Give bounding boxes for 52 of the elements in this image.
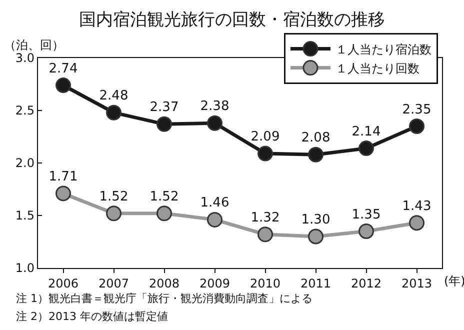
- x-axis-title: (年): [444, 274, 464, 288]
- chart-title: 国内宿泊観光旅行の回数・宿泊数の推移: [79, 10, 385, 30]
- point: [308, 146, 324, 162]
- point: [358, 224, 374, 239]
- point: [258, 146, 273, 162]
- data-label: 1.71: [48, 169, 78, 184]
- y-tick-label: 3.0: [15, 51, 34, 66]
- x-tick-label: 2008: [148, 276, 180, 290]
- x-tick-label: 2011: [300, 276, 332, 290]
- point: [106, 104, 122, 120]
- x-tick-label: 2009: [199, 276, 230, 290]
- x-tick-label: 2013: [401, 276, 432, 290]
- point: [409, 215, 424, 231]
- point: [308, 228, 324, 244]
- point: [207, 212, 222, 228]
- y-tick-label: 1.5: [15, 208, 34, 223]
- data-label: 1.52: [150, 189, 179, 204]
- data-label: 1.43: [402, 198, 432, 214]
- point: [156, 116, 172, 132]
- data-label: 1.46: [200, 196, 230, 211]
- x-tick-label: 2012: [350, 276, 382, 290]
- point: [409, 118, 424, 134]
- data-label: 2.74: [48, 61, 78, 76]
- data-label: 1.32: [250, 210, 280, 226]
- x-tick-label: 2010: [250, 276, 281, 290]
- y-tick-label: 2.5: [15, 104, 34, 118]
- x-tick-label: 2007: [98, 276, 130, 290]
- data-label: 2.35: [402, 102, 432, 118]
- data-label: 2.08: [301, 130, 330, 146]
- x-tick-label: 2006: [48, 276, 79, 290]
- y-tick-label: 1.0: [15, 261, 34, 276]
- data-label: 2.38: [200, 99, 230, 114]
- data-label: 1.30: [301, 212, 330, 228]
- point: [358, 140, 374, 156]
- legend-label: １人当たり宿泊数: [335, 42, 432, 56]
- y-axis-title: （泊、回）: [4, 38, 64, 52]
- text: 注 1）観光白書＝観光庁「旅行・観光消費動向調査」による: [16, 292, 312, 305]
- legend-label: １人当たり回数: [335, 61, 420, 76]
- data-label: 1.35: [352, 207, 381, 222]
- data-label: 2.09: [250, 130, 280, 145]
- point: [106, 206, 122, 222]
- data-label: 1.52: [99, 189, 128, 204]
- y-tick-label: 2.0: [15, 156, 34, 170]
- point: [258, 226, 273, 242]
- point: [56, 78, 71, 94]
- point: [207, 115, 222, 131]
- data-label: 2.14: [352, 124, 381, 140]
- data-label: 2.48: [99, 88, 128, 104]
- point: [156, 206, 172, 222]
- text: 注 2）2013 年の数値は暫定値: [16, 310, 168, 323]
- point: [56, 186, 71, 202]
- data-label: 2.37: [150, 100, 179, 116]
